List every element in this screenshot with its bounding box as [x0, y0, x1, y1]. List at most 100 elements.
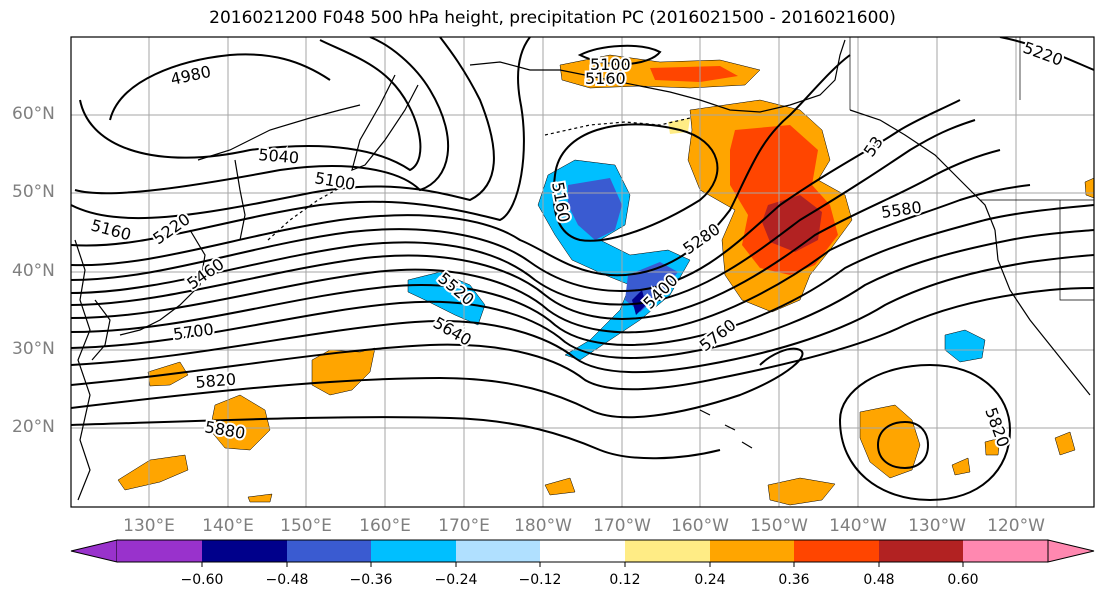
- colorbar-tick-label: 0.36: [778, 572, 810, 588]
- colorbar: [70, 539, 1095, 567]
- coast-bc: [849, 109, 996, 231]
- colorbar-bin: [625, 540, 710, 562]
- lon-label: 170°W: [593, 516, 651, 536]
- contour-label: 5160: [585, 69, 626, 88]
- coast-sakhalin: [234, 159, 246, 241]
- precip-positive-bering-core: [650, 66, 738, 82]
- colorbar-bin: [540, 540, 625, 562]
- contour-5460: [71, 149, 1001, 320]
- lon-label: 140°E: [202, 516, 254, 536]
- lon-label: 120°W: [987, 516, 1045, 536]
- gridlines: [71, 37, 1094, 507]
- lat-label: 40°N: [12, 261, 55, 281]
- contour-5400: [71, 119, 976, 306]
- contour-label: 5100: [590, 55, 631, 74]
- coast-alaska: [469, 39, 846, 113]
- contour-5820-inner: [876, 420, 930, 470]
- coast-hawaii: [699, 409, 753, 449]
- colorbar-bin: [202, 540, 287, 562]
- contour-5160-low: [552, 123, 719, 242]
- precip-positive-sub4: [117, 454, 189, 491]
- coastlines: [74, 37, 1094, 501]
- coast-canada-border: [849, 37, 1094, 301]
- precip-positive-sub12: [1084, 177, 1094, 199]
- precip-positive-sub8: [1054, 431, 1076, 456]
- lat-label: 50°N: [12, 182, 55, 202]
- precip-positive-sub7: [767, 477, 836, 506]
- coast-aleutians: [544, 117, 691, 136]
- lon-label: 160°W: [671, 516, 729, 536]
- colorbar-bin: [287, 540, 371, 562]
- contour-5640: [71, 229, 1094, 359]
- lon-label: 160°E: [359, 516, 411, 536]
- contour-5820: [71, 347, 804, 419]
- lat-label: 30°N: [12, 339, 55, 359]
- contour-5280: [71, 54, 851, 277]
- colorbar-tick-label: 0.60: [947, 572, 979, 588]
- lon-label: 140°W: [829, 516, 887, 536]
- colorbar-tick-label: 0.24: [694, 572, 726, 588]
- contour-label: 53: [860, 133, 887, 161]
- colorbar-bin: [794, 540, 879, 562]
- contour-label: 5760: [696, 315, 740, 355]
- colorbar-bin: [963, 540, 1048, 562]
- contour-5160: [71, 37, 495, 220]
- contour-5220: [71, 37, 531, 247]
- contour-5700: [71, 254, 1094, 374]
- contour-5100a: [74, 37, 450, 195]
- lat-label: 20°N: [12, 417, 55, 437]
- contour-label: 5220: [1021, 38, 1066, 70]
- lon-label: 180°W: [514, 516, 572, 536]
- lon-label: 130°E: [123, 516, 175, 536]
- height-contours: [71, 37, 1094, 502]
- contour-5520: [71, 184, 1031, 334]
- lon-label: 150°E: [280, 516, 332, 536]
- lon-label: 150°W: [750, 516, 808, 536]
- colorbar-tick-label: −0.24: [434, 572, 478, 588]
- precip-positive-sub1: [311, 347, 376, 396]
- lon-label: 130°W: [908, 516, 966, 536]
- precip-anomaly-fill: [117, 54, 1094, 506]
- colorbar-tick-label: −0.36: [349, 572, 393, 588]
- coast-uswest: [994, 229, 1091, 396]
- coast-japan: [119, 229, 206, 336]
- map-title: 2016021200 F048 500 hPa height, precipit…: [209, 8, 896, 28]
- contour-5100-top: [577, 44, 662, 66]
- precip-positive-sub5: [859, 404, 921, 479]
- contour-label: 5580: [880, 197, 923, 221]
- colorbar-bin: [710, 540, 794, 562]
- precip-positive-sub2: [209, 394, 271, 451]
- contour-label: 5820: [195, 370, 237, 392]
- colorbar-tick-label: −0.12: [518, 572, 562, 588]
- contour-5580: [71, 204, 1094, 346]
- colorbar-tick-label: −0.60: [180, 572, 224, 588]
- map-frame: [70, 36, 1095, 508]
- contour-label: 5040: [258, 145, 300, 167]
- contour-label: 5160: [89, 216, 133, 245]
- colorbar-bin: [456, 540, 540, 562]
- contour-5220-ne: [999, 37, 1094, 71]
- colorbar-bin: [117, 540, 202, 562]
- contour-5040: [79, 39, 422, 172]
- contour-4980: [109, 53, 331, 121]
- coast-kurils: [267, 184, 346, 241]
- precip-positive-sub10: [984, 437, 1001, 456]
- colorbar-bin: [879, 540, 963, 562]
- lat-label: 60°N: [12, 104, 55, 124]
- colorbar-tick-label: 0.12: [609, 572, 641, 588]
- lon-label: 170°E: [438, 516, 490, 536]
- colorbar-extend-max: [1047, 539, 1095, 563]
- coast-korea: [91, 299, 111, 361]
- colorbar-tick-label: −0.48: [265, 572, 309, 588]
- colorbar-tick-label: 0.48: [863, 572, 895, 588]
- contour-5340: [71, 99, 961, 292]
- precip-positive-gulf-light: [668, 118, 690, 134]
- precip-positive-sub11: [247, 493, 273, 503]
- contour-5880: [71, 416, 721, 460]
- precip-negative-east: [944, 329, 986, 363]
- contour-label: 5100: [313, 168, 356, 194]
- contour-5760: [71, 287, 1094, 391]
- colorbar-bin: [371, 540, 456, 562]
- precip-positive-sub6: [544, 477, 576, 496]
